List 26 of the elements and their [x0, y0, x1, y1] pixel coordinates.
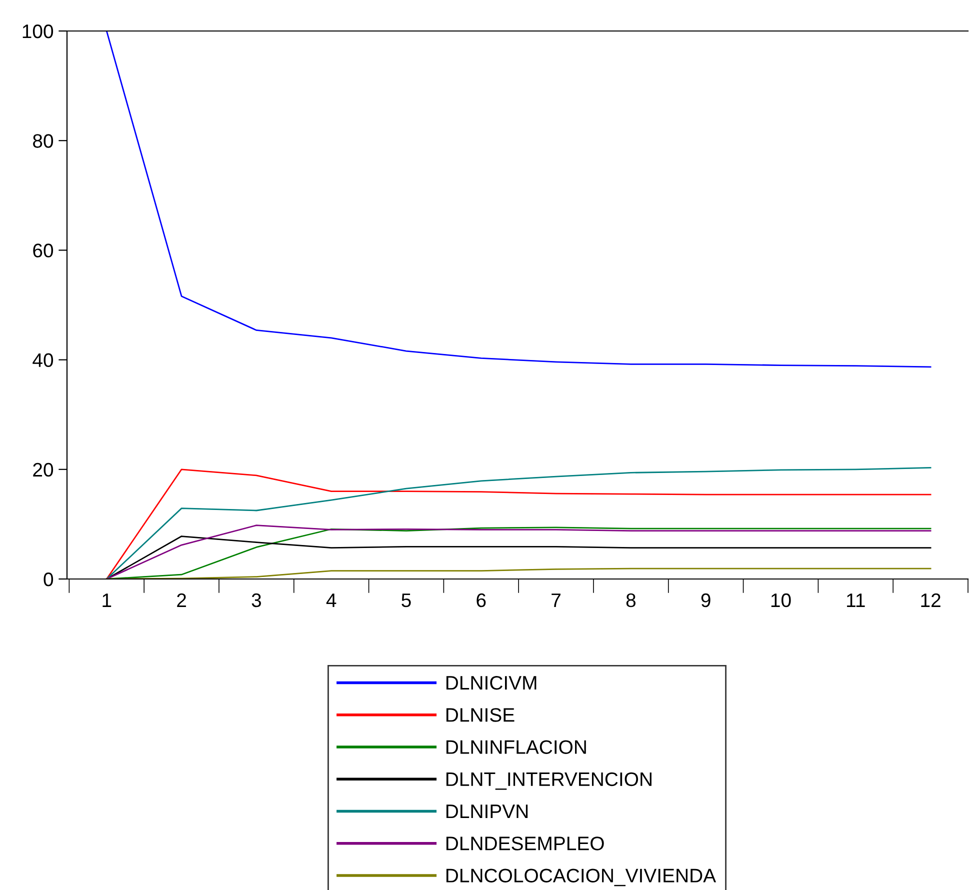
x-tick-label: 5: [402, 594, 411, 608]
line-series: [106, 31, 932, 368]
y-tick-label: 40: [32, 353, 54, 368]
x-tick-label: 3: [252, 593, 261, 608]
legend-label: DLNT_INTERVENCION: [446, 772, 652, 790]
y-tick-label: 20: [33, 462, 54, 477]
x-tick-label: 6: [476, 593, 486, 608]
legend-label: DLNICIVM: [446, 676, 536, 690]
x-tick-label: 1: [102, 594, 112, 607]
x-tick-label: 11: [847, 594, 865, 607]
legend-label: DLNCOLOCACION_VIVIENDA: [446, 868, 716, 886]
x-tick-label: 2: [177, 593, 186, 607]
x-tick-label: 7: [552, 594, 560, 607]
x-tick-label: 4: [326, 594, 336, 607]
y-tick-label: 100: [22, 24, 54, 38]
x-tick-label: 10: [771, 593, 791, 608]
legend-label: DLNINFLACION: [446, 740, 586, 754]
x-tick-label: 12: [921, 593, 940, 607]
legend-label: DLNISE: [446, 708, 514, 722]
y-tick-label: 0: [44, 572, 54, 586]
y-tick-label: 60: [33, 244, 54, 258]
y-tick-label: 80: [33, 134, 54, 148]
x-tick-label: 9: [701, 593, 710, 608]
legend-label: DLNIPVN: [446, 804, 528, 818]
legend-label: DLNDESEMPLEO: [446, 836, 604, 850]
x-tick-label: 8: [626, 593, 636, 608]
